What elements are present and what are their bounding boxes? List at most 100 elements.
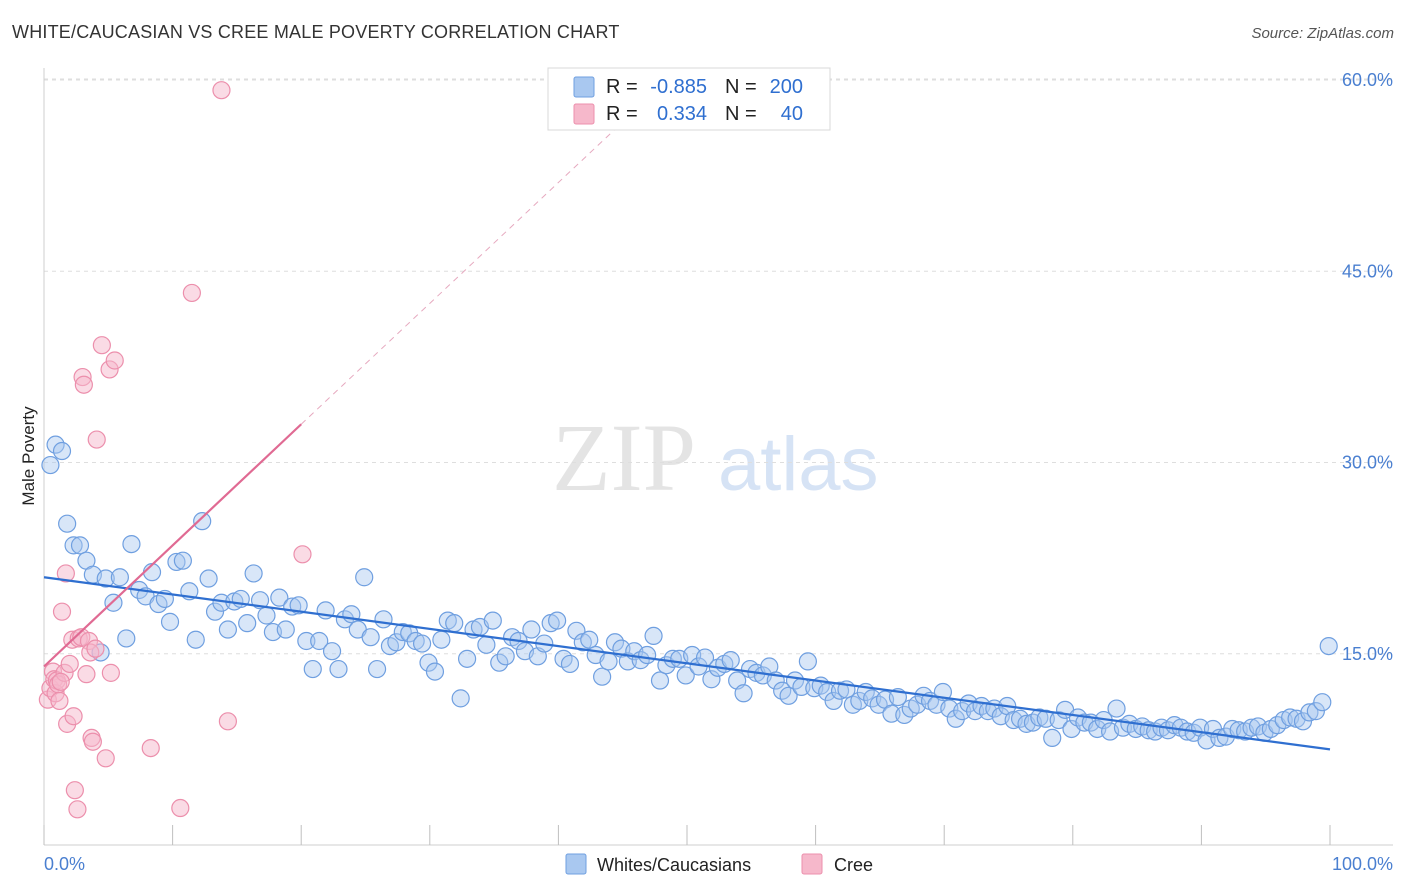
white-point-31	[238, 614, 257, 633]
white-point-115	[779, 686, 798, 705]
y-tick-label-2: 45.0%	[1342, 261, 1393, 281]
white-point-65	[457, 649, 477, 668]
white-point-195	[1293, 712, 1313, 731]
white-point-21	[173, 551, 192, 570]
white-point-99	[676, 666, 695, 685]
cree-point-35	[182, 283, 201, 303]
white-point-108	[734, 684, 753, 703]
watermark-zip: ZIP	[552, 404, 696, 511]
white-point-81	[560, 654, 580, 674]
white-point-122	[824, 691, 843, 711]
white-point-44	[322, 642, 342, 661]
cree-point-7	[50, 691, 69, 711]
white-point-51	[367, 659, 387, 679]
cree-point-28	[92, 336, 111, 355]
bottom-legend-swatch-cree	[801, 853, 823, 875]
legend-n-label-1: N =	[725, 76, 757, 98]
y-tick-label-1: 30.0%	[1342, 453, 1393, 473]
white-point-75	[522, 620, 541, 639]
legend-swatch-white	[573, 76, 595, 98]
white-point-166	[1107, 699, 1126, 718]
cree-point-20	[74, 375, 93, 394]
axes	[43, 68, 1393, 846]
white-point-45	[329, 659, 348, 679]
white-point-59	[419, 653, 438, 672]
white-point-28	[218, 620, 237, 639]
white-point-87	[599, 652, 618, 671]
white-point-13	[122, 534, 141, 554]
cree-point-21	[77, 665, 96, 684]
legend-swatch-cree	[573, 103, 595, 125]
white-point-54	[387, 633, 406, 652]
watermark-atlas: atlas	[718, 422, 879, 507]
white-point-79	[548, 611, 567, 630]
white-trend-line	[43, 576, 1331, 751]
legend-n-value-2: 40	[781, 103, 803, 125]
source-label: Source: ZipAtlas.com	[1251, 25, 1394, 42]
white-point-39	[289, 596, 308, 615]
white-point-198	[1313, 693, 1332, 712]
white-point-19	[160, 612, 180, 631]
white-point-50	[361, 628, 380, 647]
white-point-26	[205, 602, 225, 621]
white-point-23	[186, 630, 205, 649]
white-point-118	[798, 652, 817, 671]
bottom-legend-white: Whites/Caucasians	[597, 855, 751, 875]
white-point-20	[167, 552, 186, 572]
gridlines	[44, 78, 1393, 655]
cree-point-31	[101, 663, 120, 682]
x-tick-min: 0.0%	[44, 854, 85, 874]
white-point-33	[250, 591, 270, 610]
white-point-4	[64, 536, 83, 555]
cree-point-16	[68, 800, 87, 819]
white-point-123	[830, 681, 850, 700]
white-point-106	[721, 651, 740, 670]
white-point-94	[644, 626, 663, 646]
cree-point-38	[293, 545, 312, 564]
white-point-34	[257, 606, 276, 625]
cree-point-37	[218, 712, 237, 731]
bottom-legend-cree: Cree	[834, 855, 873, 875]
white-point-196	[1300, 703, 1319, 722]
white-point-95	[650, 671, 670, 690]
white-point-36	[270, 588, 289, 607]
white-point-71	[496, 647, 515, 666]
white-point-131	[882, 704, 901, 723]
white-point-69	[483, 611, 502, 630]
cree-point-39	[51, 672, 70, 691]
white-point-40	[297, 631, 316, 651]
cree-point-10	[56, 564, 75, 583]
legend-r-value-1: -0.885	[650, 76, 707, 98]
white-point-11	[110, 568, 129, 587]
y-tick-label-0: 15.0%	[1342, 644, 1393, 664]
bottom-legend: Whites/Caucasians Cree	[565, 853, 873, 875]
white-point-41	[303, 659, 322, 679]
white-point-58	[412, 634, 432, 653]
white-point-61	[432, 630, 451, 649]
white-point-0	[41, 455, 60, 475]
cree-point-26	[86, 639, 105, 658]
cree-point-14	[64, 707, 83, 726]
legend-n-value-1: 200	[770, 76, 803, 98]
white-point-63	[445, 614, 464, 633]
white-point-64	[451, 689, 470, 708]
cree-point-25	[83, 732, 102, 751]
white-point-86	[593, 667, 612, 686]
white-point-60	[425, 662, 445, 681]
white-point-42	[310, 631, 329, 651]
cree-point-27	[87, 430, 106, 449]
white-point-37	[276, 620, 295, 639]
white-point-90	[618, 652, 637, 671]
white-point-82	[567, 621, 586, 640]
white-point-156	[1043, 728, 1062, 748]
white-series	[41, 435, 1338, 750]
white-point-24	[193, 512, 212, 531]
white-point-103	[702, 670, 721, 689]
white-point-25	[199, 569, 218, 588]
white-point-97	[663, 649, 682, 668]
cree-point-34	[171, 798, 190, 818]
cree-point-29	[96, 749, 115, 768]
trend-lines	[43, 121, 1331, 751]
white-point-2	[52, 441, 72, 461]
